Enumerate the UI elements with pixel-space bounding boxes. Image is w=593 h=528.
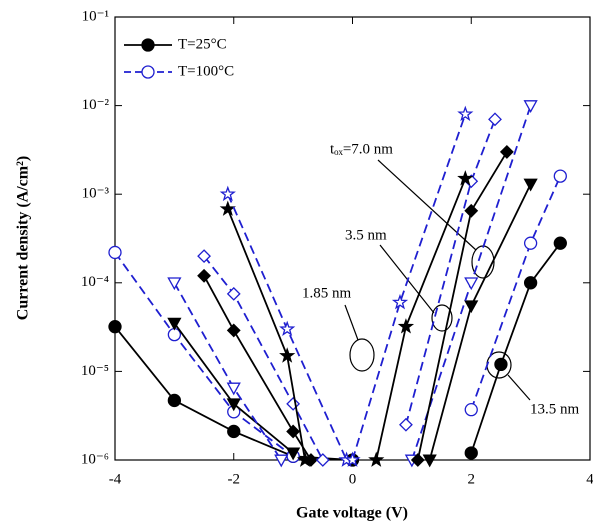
marker [226,286,241,301]
marker [457,105,474,122]
marker [523,276,538,290]
marker [494,357,508,372]
marker [553,236,567,250]
marker [464,300,479,314]
series-line [203,151,508,461]
marker [499,145,514,159]
marker [464,446,478,460]
marker [464,277,479,291]
marker [279,320,296,337]
marker [279,347,296,363]
marker [344,451,361,467]
marker [488,112,502,127]
x-tick-label: 0 [349,471,357,487]
marker [226,382,241,396]
series-line [114,242,562,461]
marker [553,169,567,183]
marker [523,178,538,192]
y-axis-label: Current density (A/cm²) [15,156,32,320]
annotation: 13.5 nm [530,401,580,417]
y-tick-label: 10⁻³ [82,186,110,202]
x-tick-label: 2 [468,471,476,487]
y-tick-label: 10⁻⁶ [81,451,109,467]
marker [399,417,413,432]
leader [507,374,531,401]
annotation: 1.85 nm [302,285,352,301]
ellipse [431,304,453,332]
leader [379,244,435,314]
marker [315,453,330,467]
x-tick-label: 4 [586,471,593,487]
marker [286,396,301,411]
marker [464,203,479,218]
marker [141,38,155,52]
x-tick-label: -2 [228,471,241,487]
marker [457,170,474,186]
marker [167,393,182,408]
marker [167,317,182,331]
marker [523,100,538,113]
marker [397,318,415,334]
marker [167,277,182,291]
x-axis-label: Gate voltage (V) [296,505,408,522]
legend-label: T=25°C [178,36,227,52]
marker [226,398,241,412]
legend-label: T=100°C [178,63,234,79]
ellipse [349,338,375,372]
marker [464,403,478,417]
y-tick-label: 10⁻² [82,97,110,113]
marker [296,451,314,467]
marker [141,65,155,79]
x-tick-label: -4 [109,471,122,487]
annotation: tₒₓ=7.0 nm [330,141,393,157]
marker [391,293,409,310]
marker [219,185,236,202]
marker [219,200,236,216]
y-tick-label: 10⁻⁴ [81,274,109,290]
leader [377,159,477,251]
y-tick-label: 10⁻⁵ [81,363,109,379]
series-line [226,178,467,461]
marker [227,424,241,439]
marker [523,236,538,250]
marker [286,447,301,461]
marker [422,454,437,468]
marker [286,424,301,439]
marker [368,451,385,467]
series-line [173,183,532,461]
marker [108,319,122,334]
marker [197,249,211,264]
marker [226,323,241,338]
y-tick-label: 10⁻¹ [82,8,109,24]
marker [274,454,289,468]
annotation: 3.5 nm [345,227,387,243]
marker [108,245,122,260]
marker [410,453,425,467]
marker [197,268,211,283]
leader [344,304,359,341]
